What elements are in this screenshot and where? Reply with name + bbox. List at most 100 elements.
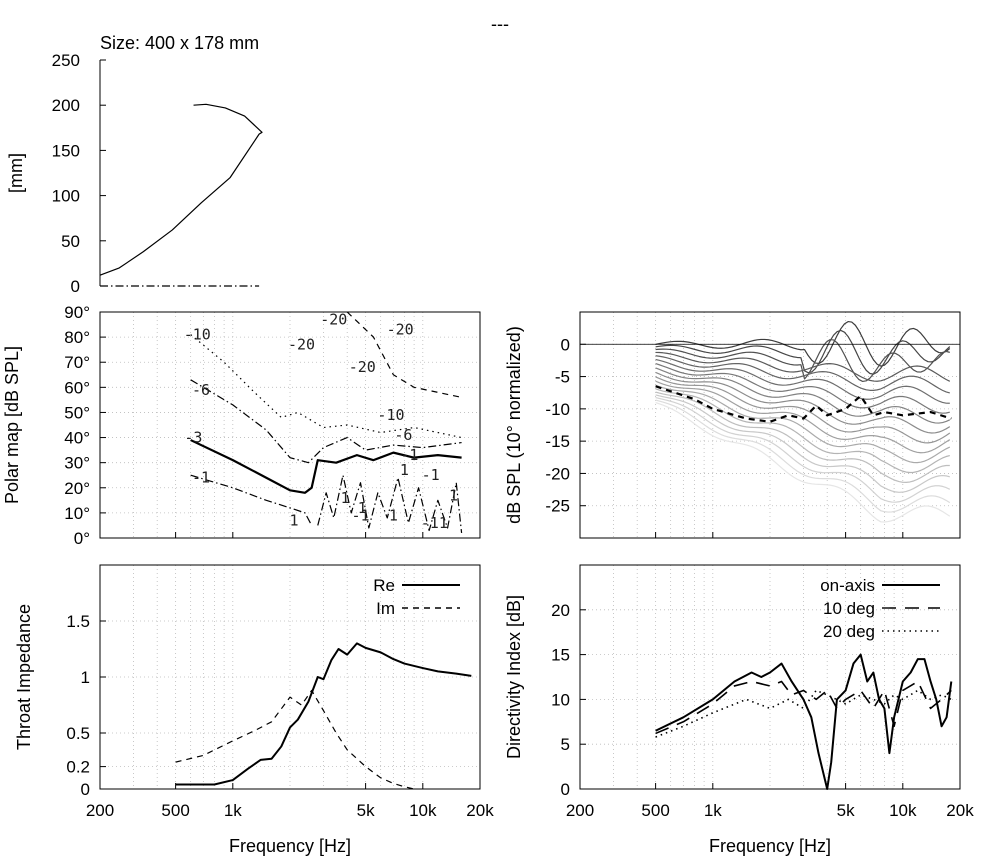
directivity-xtick-label: 20k xyxy=(946,801,974,820)
spl-angle-curve xyxy=(655,394,950,493)
contour-line xyxy=(190,379,462,464)
impedance-ytick-label: 1 xyxy=(81,668,90,687)
spl-angle-curve xyxy=(655,391,950,484)
spl-angle-curve xyxy=(655,388,950,474)
contour-label: -1 xyxy=(351,506,369,524)
directivity-border xyxy=(579,564,961,790)
directivity-ylabel: Directivity Index [dB] xyxy=(504,595,524,759)
contour-line xyxy=(190,474,313,526)
contour-label: 1 xyxy=(449,486,458,504)
contour-label: -20 xyxy=(387,321,414,339)
contour-line xyxy=(346,311,462,398)
spl-angle-curve xyxy=(655,339,950,383)
directivity-xtick-label: 1k xyxy=(704,801,722,820)
impedance-xtick-label: 5k xyxy=(357,801,375,820)
contour-label: 1 xyxy=(341,489,350,507)
spl-angle-curve xyxy=(655,376,951,444)
contour-label: -10 xyxy=(377,406,404,424)
contour-label: -20 xyxy=(288,336,315,354)
spl-angle-curve xyxy=(655,358,950,404)
directivity-ytick-label: 15 xyxy=(551,646,570,665)
impedance-xtick-label: 500 xyxy=(161,801,189,820)
spl-angle-curve xyxy=(655,363,950,414)
impedance-ytick-label: 1.5 xyxy=(66,612,90,631)
contour-label: -1 xyxy=(192,469,210,487)
directivity-xtick-label: 500 xyxy=(641,801,669,820)
impedance-ytick-label: 0.2 xyxy=(66,758,90,777)
impedance-border xyxy=(99,564,481,790)
spl-ytick-label: -15 xyxy=(545,432,570,451)
spl-angle-curve xyxy=(655,367,951,424)
contour-label: -6 xyxy=(192,381,210,399)
spl-angle-curve xyxy=(655,355,950,394)
profile-ytick-label: 0 xyxy=(71,277,80,296)
profile-ytick-label: 150 xyxy=(52,141,80,160)
directivity-ytick-label: 0 xyxy=(561,780,570,799)
polar-map-ytick-label: 20° xyxy=(64,479,90,498)
impedance-legend-label: Re xyxy=(373,576,395,595)
polar-map-ytick-label: 90° xyxy=(64,303,90,322)
polar-map-ytick-label: 10° xyxy=(64,504,90,523)
polar-map-panel: Polar map [dB SPL] 0° 10° 20° 30° 40° 50° 60° 7… xyxy=(2,303,481,548)
spl-angle-curve xyxy=(655,402,951,523)
polar-map-ytick-label: 40° xyxy=(64,429,90,448)
spl-ytick-label: -20 xyxy=(545,464,570,483)
spl-angle-curve xyxy=(655,396,951,503)
contour-label: 1 xyxy=(358,499,367,517)
spl-ytick-label: -10 xyxy=(545,400,570,419)
directivity-xtick-label: 200 xyxy=(566,801,594,820)
profile-ytick-label: 100 xyxy=(52,187,80,206)
directivity-curve xyxy=(655,653,953,790)
spl-angle-curve xyxy=(655,320,951,367)
spl-angle-curve xyxy=(655,329,951,375)
contour-label: 1 xyxy=(389,506,398,524)
spl-angle-curve xyxy=(655,384,951,464)
impedance-xtick-label: 200 xyxy=(86,801,114,820)
impedance-re-curve xyxy=(175,642,472,786)
page-title: --- xyxy=(491,14,509,34)
directivity-xtick-label: 10k xyxy=(889,801,917,820)
contour-label: -10 xyxy=(184,326,211,344)
spl-angle-curve xyxy=(655,399,951,513)
profile-curve xyxy=(99,103,263,276)
contour-label: -3 xyxy=(184,429,202,447)
profile-ylabel: [mm] xyxy=(6,153,26,193)
spl-highlight-curve xyxy=(655,385,952,423)
spl-ytick-label: 0 xyxy=(561,335,570,354)
contour-label: -6 xyxy=(394,426,412,444)
profile-title: Size: 400 x 178 mm xyxy=(100,33,259,53)
contour-label: -20 xyxy=(320,311,347,329)
directivity-panel: Directivity Index [dB] Frequency [Hz] 0 5… xyxy=(504,564,974,856)
directivity-legend-label: 10 deg xyxy=(823,599,875,618)
spl-ytick-label: -5 xyxy=(555,368,570,387)
directivity-xlabel: Frequency [Hz] xyxy=(709,836,831,856)
spl-panel: dB SPL (10° normalized) 0 -5 -10 -15 -20 -25 xyxy=(504,311,961,539)
impedance-legend-label: Im xyxy=(376,599,395,618)
contour-line xyxy=(190,334,462,439)
impedance-xtick-label: 10k xyxy=(409,801,437,820)
impedance-panel: Throat Impedance Frequency [Hz] 0 0.2 0.5 1… xyxy=(14,564,494,856)
contour-line xyxy=(317,474,463,534)
directivity-ytick-label: 5 xyxy=(561,735,570,754)
contour-line xyxy=(190,439,462,494)
profile-ytick-label: 200 xyxy=(52,96,80,115)
profile-ytick-label: 50 xyxy=(61,232,80,251)
spl-ytick-label: -25 xyxy=(545,497,570,516)
directivity-xtick-label: 5k xyxy=(837,801,855,820)
impedance-ytick-label: 0 xyxy=(81,780,90,799)
polar-map-ytick-label: 60° xyxy=(64,378,90,397)
profile-ytick-label: 250 xyxy=(52,51,80,70)
spl-ylabel: dB SPL (10° normalized) xyxy=(504,326,524,524)
polar-map-ytick-label: 30° xyxy=(64,454,90,473)
contour-label: -11 xyxy=(421,514,448,532)
impedance-im-curve xyxy=(175,689,415,790)
spl-angle-curve xyxy=(655,380,951,454)
contour-label: -1 xyxy=(422,466,440,484)
directivity-curve xyxy=(655,680,952,735)
contour-label: -1 xyxy=(400,446,418,464)
polar-map-ytick-label: 0° xyxy=(74,529,90,548)
spl-angle-curve xyxy=(655,371,951,434)
directivity-ytick-label: 20 xyxy=(551,601,570,620)
impedance-xlabel: Frequency [Hz] xyxy=(229,836,351,856)
